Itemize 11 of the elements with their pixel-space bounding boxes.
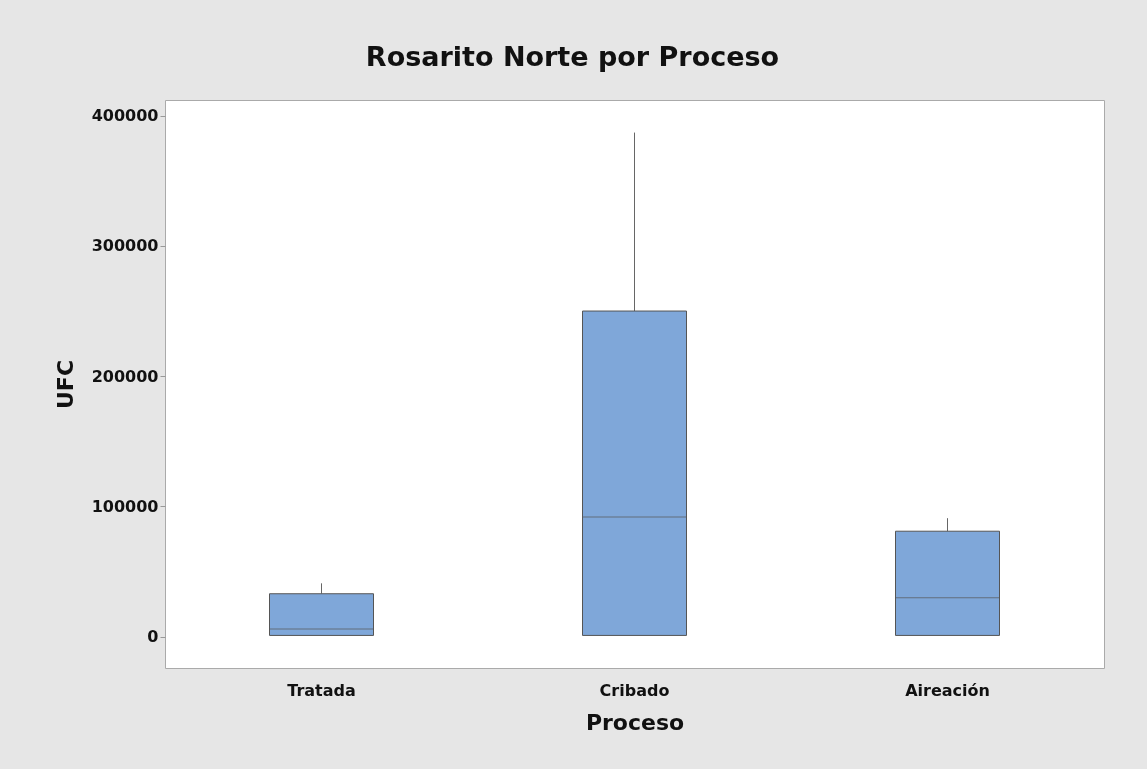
- y-tick-label: 0: [147, 627, 159, 647]
- y-tick-label: 100000: [91, 496, 159, 516]
- x-tick-label: Tratada: [287, 680, 356, 700]
- y-tick-label: 200000: [91, 366, 159, 386]
- y-tick-label: 300000: [91, 236, 159, 256]
- x-tick-label: Aireación: [905, 680, 990, 700]
- y-tick-label: 400000: [91, 106, 159, 126]
- y-axis-title: UFC: [52, 359, 78, 410]
- x-tick-label: Cribado: [599, 680, 670, 700]
- x-axis-title: Proceso: [585, 709, 685, 735]
- chart-title: Rosarito Norte por Proceso: [365, 41, 780, 72]
